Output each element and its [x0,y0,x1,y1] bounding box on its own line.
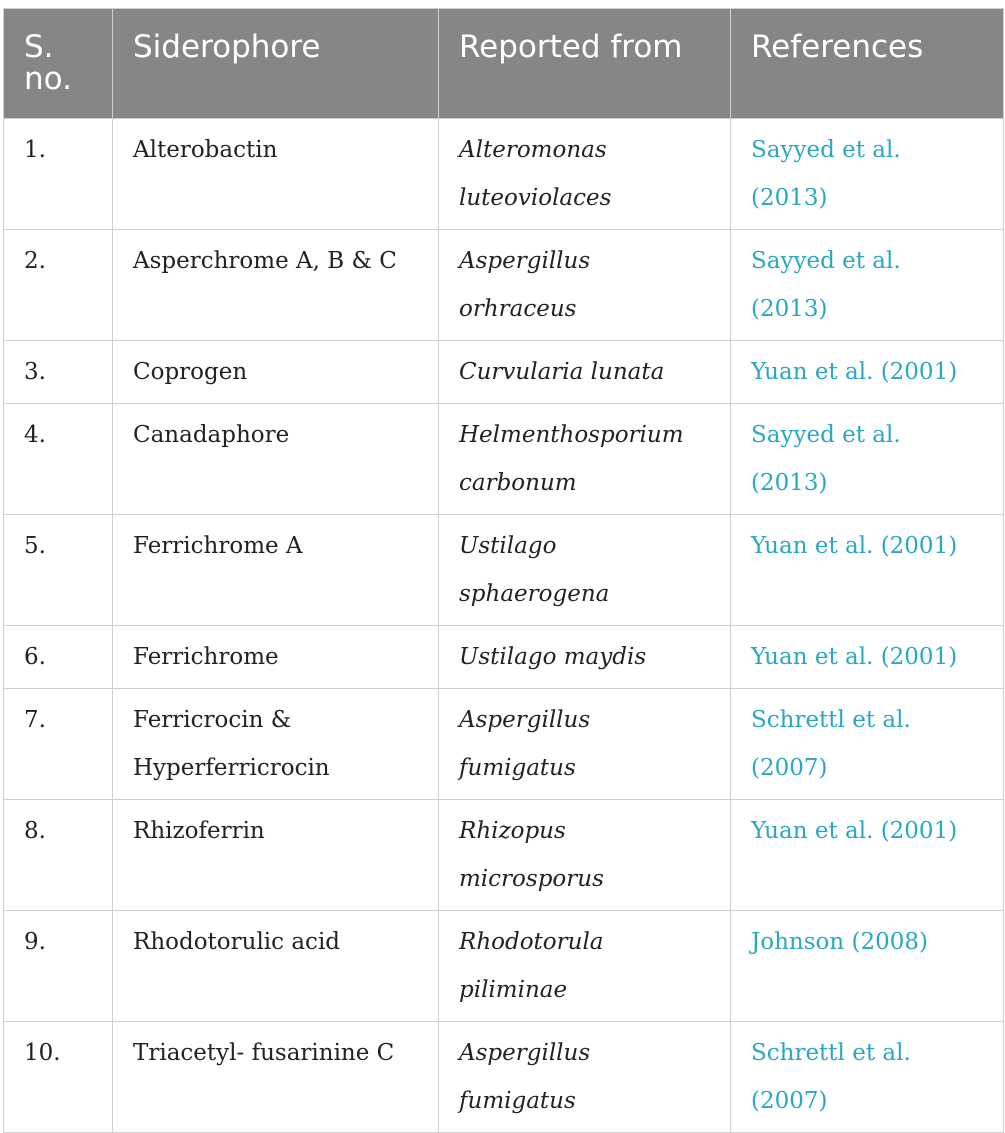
cell-sno: 6. [3,625,113,689]
cell-sno: 3. [3,340,113,404]
cell-siderophore: Rhodotorulic acid [112,910,439,1022]
table-row: 8. Rhizoferrin Rhizopus microsporus Yuan et… [3,799,1004,911]
cell-sno: 10. [3,1021,113,1133]
table-row: 1. Alterobactin Alteromonas luteoviolaces S… [3,118,1004,230]
cell-siderophore: Ferrichrome A [112,514,439,626]
header-reported-from: Reported from [438,8,731,119]
cell-reference-link[interactable]: Yuan et al. (2001) [730,799,1004,911]
cell-sno: 1. [3,118,113,230]
cell-reported-from: Rhizopus microsporus [438,799,731,911]
table-row: 10. Triacetyl- fusarinine C Aspergillus fu… [3,1021,1004,1133]
table-row: 6. Ferrichrome Ustilago maydis Yuan et al. … [3,625,1004,689]
cell-reference-link[interactable]: Schrettl et al. (2007) [730,1021,1004,1133]
cell-sno: 4. [3,403,113,515]
cell-reference-link[interactable]: Schrettl et al. (2007) [730,688,1004,800]
cell-siderophore: Coprogen [112,340,439,404]
cell-sno: 5. [3,514,113,626]
cell-sno: 8. [3,799,113,911]
cell-reported-from: Ustilago sphaerogena [438,514,731,626]
cell-reported-from: Ustilago maydis [438,625,731,689]
cell-sno: 9. [3,910,113,1022]
cell-reported-from: Alteromonas luteoviolaces [438,118,731,230]
table-row: 7. Ferricrocin & Hyperferricrocin Aspergil… [3,688,1004,800]
table-header: S. no. Siderophore Reported from Referen… [3,8,1004,119]
cell-reference-link[interactable]: Johnson (2008) [730,910,1004,1022]
cell-siderophore: Canadaphore [112,403,439,515]
cell-reported-from: Aspergillus fumigatus [438,688,731,800]
cell-sno: 7. [3,688,113,800]
cell-reference-link[interactable]: Yuan et al. (2001) [730,514,1004,626]
header-siderophore: Siderophore [112,8,439,119]
siderophore-table: S. no. Siderophore Reported from Referen… [3,8,1004,1133]
cell-reference-link[interactable]: Sayyed et al. (2013) [730,118,1004,230]
cell-siderophore: Alterobactin [112,118,439,230]
cell-siderophore: Asperchrome A, B & C [112,229,439,341]
cell-reference-link[interactable]: Sayyed et al. (2013) [730,229,1004,341]
table-row: 2. Asperchrome A, B & C Aspergillus orhrac… [3,229,1004,341]
table-row: 3. Coprogen Curvularia lunata Yuan et al. (… [3,340,1004,404]
table-row: 9. Rhodotorulic acid Rhodotorula piliminae… [3,910,1004,1022]
cell-reference-link[interactable]: Yuan et al. (2001) [730,625,1004,689]
cell-reported-from: Helmenthosporium carbonum [438,403,731,515]
table-row: 5. Ferrichrome A Ustilago sphaerogena Yuan … [3,514,1004,626]
cell-reported-from: Aspergillus fumigatus [438,1021,731,1133]
table-body: 1. Alterobactin Alteromonas luteoviolaces S… [3,118,1004,1133]
cell-siderophore: Ferrichrome [112,625,439,689]
cell-siderophore: Triacetyl- fusarinine C [112,1021,439,1133]
cell-reported-from: Rhodotorula piliminae [438,910,731,1022]
cell-reference-link[interactable]: Yuan et al. (2001) [730,340,1004,404]
header-row: S. no. Siderophore Reported from Referen… [3,8,1004,119]
cell-siderophore: Rhizoferrin [112,799,439,911]
cell-reported-from: Aspergillus orhraceus [438,229,731,341]
header-sno: S. no. [3,8,113,119]
cell-reference-link[interactable]: Sayyed et al. (2013) [730,403,1004,515]
cell-sno: 2. [3,229,113,341]
header-references: References [730,8,1004,119]
cell-reported-from: Curvularia lunata [438,340,731,404]
table-row: 4. Canadaphore Helmenthosporium carbonum Sa… [3,403,1004,515]
cell-siderophore: Ferricrocin & Hyperferricrocin [112,688,439,800]
